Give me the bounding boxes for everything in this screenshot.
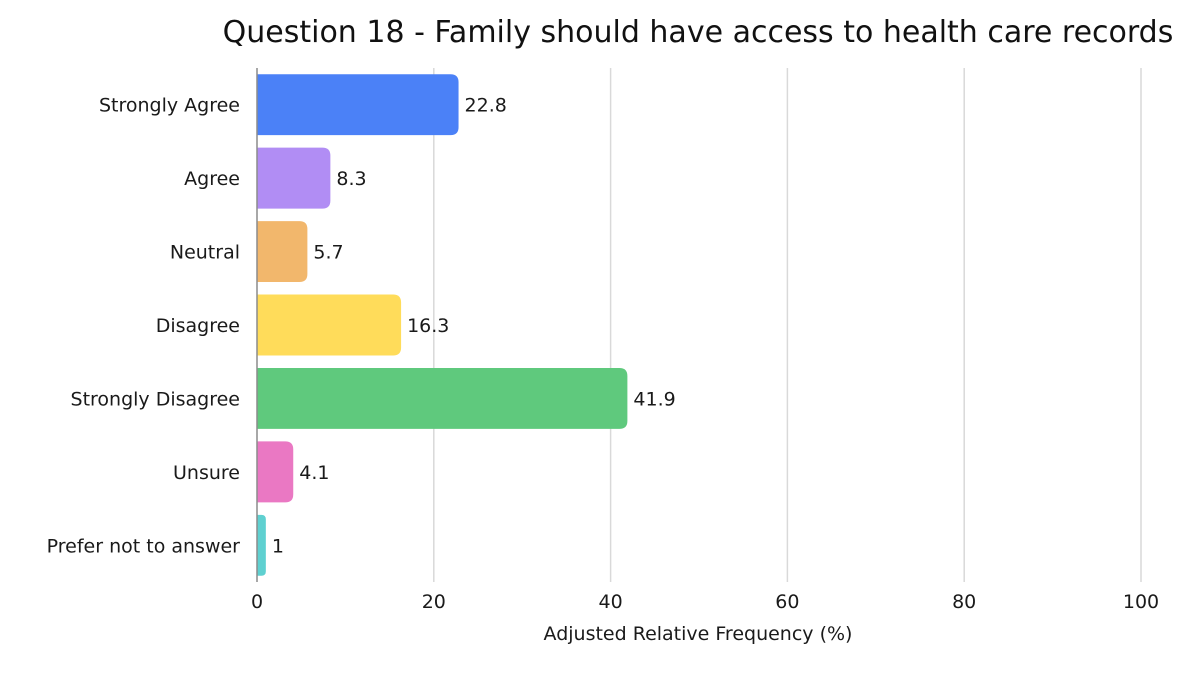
bars	[257, 74, 628, 576]
data-label: 16.3	[407, 315, 449, 337]
gridlines	[433, 68, 1142, 582]
data-label: 8.3	[336, 168, 366, 190]
category-label: Agree	[184, 168, 240, 190]
bar-strongly-disagree	[257, 367, 628, 429]
x-axis-title: Adjusted Relative Frequency (%)	[544, 623, 853, 645]
category-label: Unsure	[173, 462, 240, 484]
category-label: Strongly Agree	[99, 95, 240, 117]
category-label: Neutral	[170, 242, 240, 264]
category-labels: Strongly Agree Agree Neutral Disagree Strong…	[47, 95, 241, 558]
x-tick-labels: 0 20 40 60 80 100	[251, 591, 1159, 613]
x-tick-label: 80	[952, 591, 976, 613]
data-label: 1	[272, 535, 284, 557]
data-label: 22.8	[465, 95, 507, 117]
x-tick-label: 20	[422, 591, 446, 613]
bar-prefer-not-to-answer	[257, 514, 266, 576]
data-label: 41.9	[633, 388, 675, 410]
bar-strongly-agree	[257, 74, 459, 136]
category-label: Prefer not to answer	[47, 535, 241, 557]
x-tick-label: 100	[1123, 591, 1159, 613]
data-labels: 22.8 8.3 5.7 16.3 41.9 4.1 1	[272, 95, 676, 558]
category-label: Strongly Disagree	[71, 388, 240, 410]
bar-unsure	[257, 441, 294, 503]
chart-title: Question 18 - Family should have access …	[223, 15, 1174, 50]
x-tick-label: 40	[599, 591, 623, 613]
x-tick-label: 60	[775, 591, 799, 613]
x-tick-label: 0	[251, 591, 263, 613]
category-label: Disagree	[156, 315, 240, 337]
bar-neutral	[257, 221, 308, 283]
bar-agree	[257, 147, 331, 209]
data-label: 4.1	[299, 462, 329, 484]
data-label: 5.7	[313, 242, 343, 264]
bar-disagree	[257, 294, 402, 356]
